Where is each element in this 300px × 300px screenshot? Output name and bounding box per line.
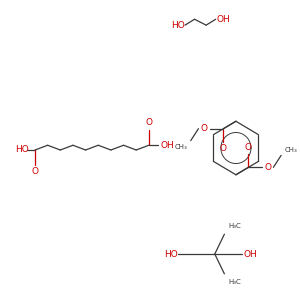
Text: HO: HO (15, 146, 28, 154)
Text: O: O (201, 124, 208, 133)
Text: OH: OH (244, 250, 257, 259)
Text: H₃C: H₃C (228, 223, 241, 229)
Text: O: O (220, 144, 227, 153)
Text: OH: OH (160, 141, 174, 150)
Text: O: O (245, 143, 252, 152)
Text: CH₃: CH₃ (174, 143, 187, 149)
Text: CH₃: CH₃ (285, 146, 298, 152)
Text: HO: HO (164, 250, 178, 259)
Text: O: O (145, 118, 152, 127)
Text: HO: HO (171, 21, 185, 30)
Text: OH: OH (217, 15, 230, 24)
Text: O: O (32, 167, 38, 176)
Text: O: O (264, 163, 271, 172)
Text: H₃C: H₃C (228, 279, 241, 285)
